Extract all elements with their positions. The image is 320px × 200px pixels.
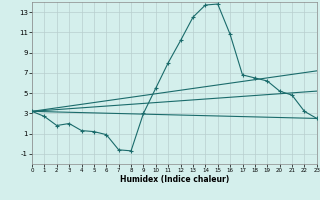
X-axis label: Humidex (Indice chaleur): Humidex (Indice chaleur) bbox=[120, 175, 229, 184]
